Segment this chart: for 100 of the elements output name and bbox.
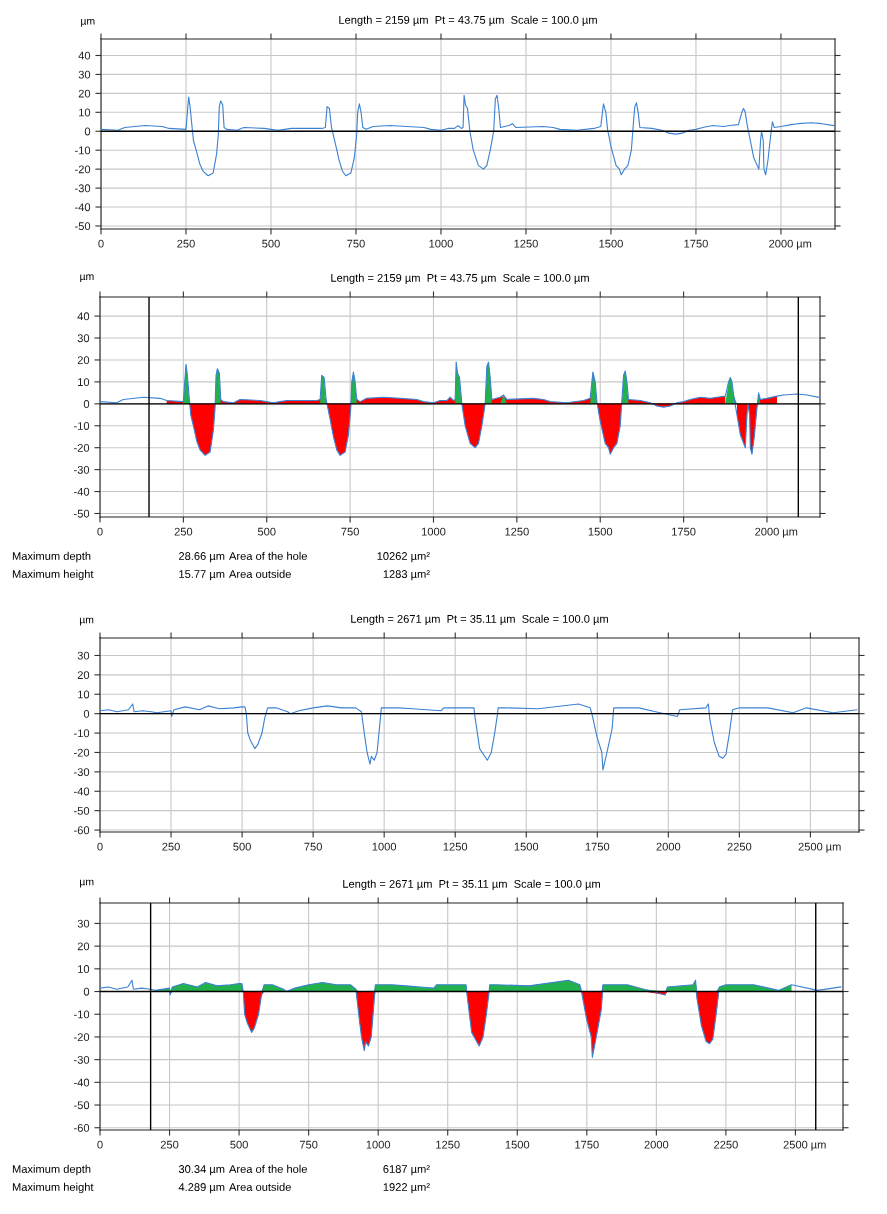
x-tick-label: 1750 xyxy=(672,527,696,536)
text: 1283 µm² xyxy=(383,570,430,581)
y-tick-label: -40 xyxy=(75,203,91,212)
y-tick-label: 30 xyxy=(77,919,90,928)
x-tick-label: 750 xyxy=(347,239,365,248)
x-tick-label: 1750 xyxy=(585,842,610,851)
y-tick-label: -50 xyxy=(74,509,90,518)
text: 28.66 µm xyxy=(179,552,225,563)
x-tick-label: 1000 xyxy=(366,1140,391,1149)
x-tick-label: 1500 xyxy=(505,1140,530,1149)
text: 10262 µm² xyxy=(377,552,430,563)
y-tick-label: -60 xyxy=(74,1124,90,1132)
y-tick-label: 30 xyxy=(77,334,90,343)
text: 30.34 µm xyxy=(178,1165,225,1176)
x-tick-label: 1000 xyxy=(421,527,446,536)
text: Maximum depth xyxy=(12,1164,91,1176)
text: 15.77 µm xyxy=(179,570,225,581)
text: 1922 µm² xyxy=(383,1183,430,1194)
y-tick-label: 0 xyxy=(84,127,91,136)
y-axis-title: µm xyxy=(81,18,95,27)
y-tick-label: -50 xyxy=(74,806,90,815)
y-tick-label: -50 xyxy=(74,1101,90,1110)
text: Area outside xyxy=(229,569,291,578)
y-tick-label: -60 xyxy=(74,826,90,835)
y-tick-label: -30 xyxy=(74,465,90,474)
x-tick-label: 500 xyxy=(262,239,280,248)
x-tick-label: 250 xyxy=(162,842,180,851)
y-tick-label: 20 xyxy=(77,942,90,951)
y-tick-label: 0 xyxy=(83,987,90,996)
x-tick-label: 2000 xyxy=(656,842,681,851)
text: 6187 µm² xyxy=(383,1165,430,1176)
x-tick-label: 0 xyxy=(97,527,103,536)
y-tick-label: -20 xyxy=(74,443,90,452)
x-tick-label: 750 xyxy=(299,1140,318,1149)
x-tick-label: 1750 xyxy=(684,239,708,248)
text: Maximum depth xyxy=(12,551,91,563)
y-axis-title: µm xyxy=(80,274,94,283)
x-tick-label: 0 xyxy=(98,239,104,248)
x-tick-label: 2000 xyxy=(769,239,793,248)
y-tick-label: 40 xyxy=(78,51,91,60)
x-tick-label: 750 xyxy=(341,527,359,536)
x-tick-label: 500 xyxy=(233,842,251,851)
x-tick-label: 0 xyxy=(97,842,103,851)
x-axis-title: µm xyxy=(811,1142,826,1151)
y-tick-label: -30 xyxy=(74,1055,90,1064)
x-tick-label: 1500 xyxy=(599,239,623,248)
y-tick-label: -40 xyxy=(74,787,90,796)
text: Maximum height xyxy=(12,1182,94,1194)
x-tick-label: 1250 xyxy=(505,527,529,536)
x-tick-label: 2000 xyxy=(755,527,779,536)
y-tick-label: -20 xyxy=(74,1033,90,1042)
y-tick-label: -50 xyxy=(75,222,91,231)
text: 4.289 µm xyxy=(178,1183,225,1194)
x-axis-title: µm xyxy=(783,529,798,538)
x-tick-label: 1750 xyxy=(575,1140,599,1149)
y-tick-label: -30 xyxy=(74,768,90,776)
x-tick-label: 250 xyxy=(177,239,195,248)
x-tick-label: 1500 xyxy=(588,527,613,536)
y-tick-label: -30 xyxy=(75,184,91,193)
y-tick-label: -40 xyxy=(74,1078,90,1087)
y-tick-label: 10 xyxy=(79,108,91,117)
y-tick-label: -10 xyxy=(75,146,91,155)
chart-title: Length = 2159 µm Pt = 43.75 µm Scale = 100.0 µm xyxy=(339,15,597,27)
y-tick-label: 10 xyxy=(78,378,90,387)
x-tick-label: 1000 xyxy=(372,842,397,851)
text: Area of the hole xyxy=(229,1164,307,1173)
text: Area outside xyxy=(229,1182,291,1191)
x-tick-label: 1250 xyxy=(443,842,468,851)
text: Area of the hole xyxy=(229,551,307,560)
y-tick-label: 10 xyxy=(78,690,90,699)
y-tick-label: 20 xyxy=(78,89,91,98)
y-tick-label: 30 xyxy=(77,651,90,660)
chart-title: Length = 2159 µm Pt = 43.75 µm Scale = 100.0 µm xyxy=(331,273,589,285)
y-tick-label: -10 xyxy=(74,1010,90,1019)
x-axis-title: µm xyxy=(826,844,841,853)
x-tick-label: 2500 xyxy=(798,842,823,851)
x-tick-label: 500 xyxy=(257,527,276,536)
y-tick-label: -20 xyxy=(75,165,91,174)
x-axis-title: µm xyxy=(796,241,812,250)
x-tick-label: 500 xyxy=(230,1140,248,1149)
y-axis-title: µm xyxy=(79,617,94,626)
y-tick-label: -10 xyxy=(74,422,90,430)
chart-title: Length = 2671 µm Pt = 35.11 µm Scale = 100.0 µm xyxy=(351,614,608,626)
y-axis-title: µm xyxy=(80,879,94,888)
y-tick-label: 30 xyxy=(78,70,91,79)
x-tick-label: 250 xyxy=(160,1140,179,1149)
y-tick-label: 40 xyxy=(77,312,90,321)
x-tick-label: 1500 xyxy=(514,842,539,851)
x-tick-label: 2250 xyxy=(714,1140,738,1149)
y-tick-label: 10 xyxy=(78,965,90,973)
x-tick-label: 250 xyxy=(174,527,193,536)
x-tick-label: 0 xyxy=(97,1140,103,1149)
x-tick-label: 2500 xyxy=(783,1140,808,1149)
x-tick-label: 2000 xyxy=(644,1140,669,1149)
y-tick-label: 20 xyxy=(77,356,90,365)
y-tick-label: 0 xyxy=(83,400,90,408)
y-tick-label: 0 xyxy=(83,709,90,718)
text: Maximum height xyxy=(12,569,94,581)
x-tick-label: 1250 xyxy=(514,239,538,248)
y-tick-label: -20 xyxy=(74,748,90,757)
